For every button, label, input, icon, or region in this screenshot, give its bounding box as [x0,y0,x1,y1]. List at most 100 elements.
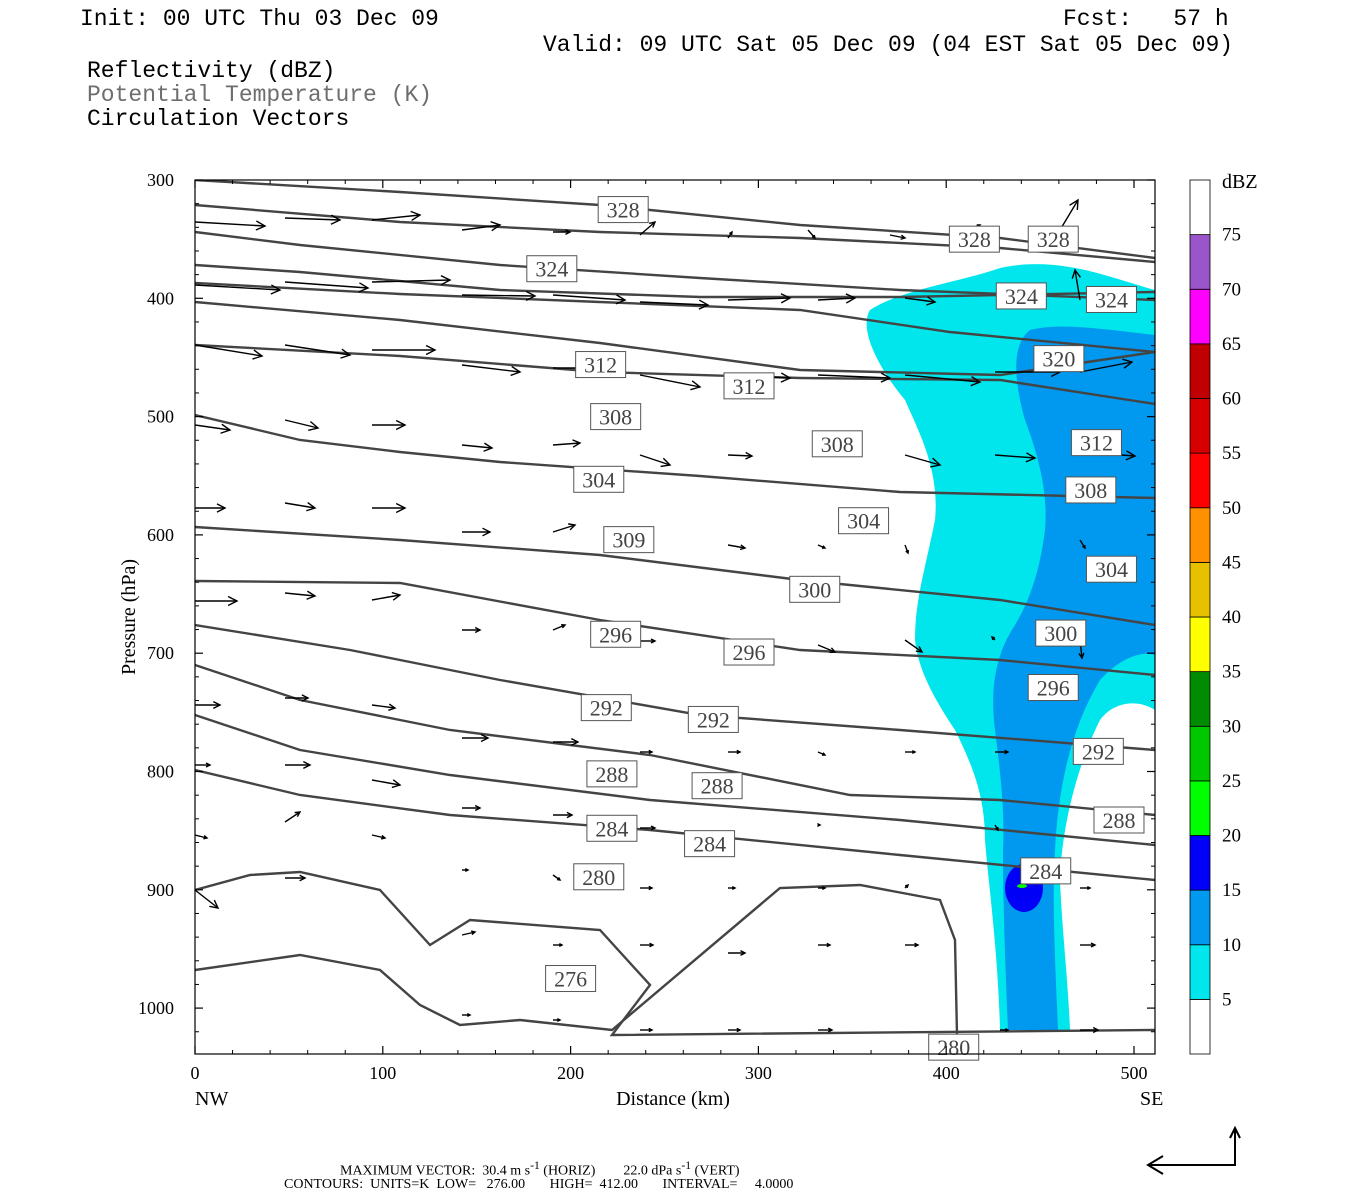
contour-label: 308 [821,432,854,457]
colorbar-swatch [1189,835,1211,891]
contour-label: 292 [1082,739,1115,764]
theta-contour-line [195,343,1155,406]
y-tick-label: 800 [147,762,174,782]
circulation-vector-arrow [640,638,657,644]
contour-label: 312 [733,374,766,399]
circulation-vector-arrow [639,454,672,468]
circulation-vector-arrow [553,737,580,747]
circulation-vector-arrow [727,544,747,551]
circulation-vector-arrow [727,293,792,304]
contour-label: 284 [693,832,726,857]
circulation-vector-arrow [461,442,494,452]
circulation-vector-arrow [1080,1026,1100,1034]
theta-contour-line [195,579,1155,677]
colorbar-swatch [1189,616,1211,673]
circulation-vector-arrow [1080,886,1092,890]
contour-label: 288 [701,774,734,799]
contour-label: 300 [798,577,831,602]
colorbar-tick-label: 50 [1222,498,1241,519]
colorbar-swatch [1189,343,1211,399]
colorbar-tick-label: 60 [1222,389,1241,410]
contour-label-box [723,372,775,400]
contour-label-box [789,575,841,603]
circulation-vector-arrow [727,451,754,460]
circulation-vector-arrow [904,883,910,889]
colorbar-swatch [1189,452,1211,509]
circulation-vector-arrow [990,635,996,641]
circulation-vector-arrow [994,824,999,832]
plot-frame [194,179,1156,1055]
contour-label-box [573,863,625,891]
circulation-vector-arrow [1080,942,1097,948]
contour-label-box [580,694,632,722]
x-axis-label: Distance (km) [616,1088,730,1110]
contour-label: 324 [1005,284,1038,309]
colorbar-tick-label: 10 [1222,935,1241,956]
contour-label: 288 [595,762,628,787]
contour-label-box [1035,619,1087,647]
circulation-vector-arrow [461,930,477,936]
field-reflectivity: Reflectivity (dBZ) [87,58,336,84]
contour-label-box [1065,476,1117,504]
contour-label-box [687,705,739,733]
circulation-vector-arrow [553,1018,562,1022]
unit-exponent: -1 [681,1159,692,1172]
contour-label-box [590,403,642,431]
circulation-vector-arrow [817,823,822,827]
y-tick-label: 300 [147,170,174,190]
circulation-vector-arrow [905,750,917,754]
circulation-vector-arrow [639,299,710,310]
circulation-vector-arrow [1079,358,1134,373]
circulation-vector-arrow [817,293,857,304]
contour-label-box [691,772,743,800]
colorbar-tick-label: 20 [1222,826,1241,847]
circulation-vector-arrow [371,703,397,711]
contour-label: 304 [582,467,615,492]
x-tick-label: 300 [745,1063,772,1083]
theta-contour-line [195,768,1155,882]
circulation-vector-arrow [372,419,407,431]
contour-label-box [1070,429,1122,457]
circulation-vector-arrow [195,344,264,360]
theta-contour-line [195,263,1155,299]
contour-label-box [1033,345,1085,373]
contour-label: 300 [1044,621,1077,646]
contour-label-box [1085,555,1137,583]
circulation-vector-arrow [904,374,982,387]
contour-label: 308 [1074,478,1107,503]
circulation-vector-arrow [371,591,402,601]
circulation-vector-arrow [1000,1028,1010,1032]
contour-label-box [575,351,627,379]
circulation-vector-arrow [195,834,209,840]
nw-end-label: NW [195,1088,228,1110]
colorbar-swatch [1189,725,1211,782]
reference-vector-icon [1146,1125,1241,1175]
colorbar-swatch [1189,889,1211,946]
circulation-vector-arrow [284,344,352,359]
colorbar-swatch [1189,234,1211,290]
circulation-vector-arrow [195,423,232,434]
circulation-vector-arrow [461,290,537,302]
colorbar-tick-label: 55 [1222,443,1241,464]
circulation-vector-arrow [904,454,942,468]
circulation-vector-arrow [553,811,574,819]
contour-label-box [1085,285,1137,313]
field-potential-temperature: Potential Temperature (K) [87,82,433,108]
circulation-vector-arrow [285,760,312,770]
circulation-vector-arrow [195,762,212,768]
circulation-vector-arrow [284,811,302,823]
contour-label: 296 [1037,676,1070,701]
circulation-vector-arrow [807,229,817,240]
contour-label-box [1072,737,1124,765]
y-tick-label: 700 [147,643,174,663]
contour-label: 280 [937,1035,970,1060]
circulation-vector-arrow [284,502,317,512]
circulation-vector-arrow [818,886,827,890]
contour-label: 328 [958,227,991,252]
circulation-vector-arrow [552,624,567,631]
circulation-vector-arrow [462,1013,472,1017]
circulation-vector-arrow [728,950,747,956]
circulation-vector-arrow [552,874,562,881]
contour-label-box [545,965,597,993]
colorbar-tick-label: 15 [1222,880,1241,901]
